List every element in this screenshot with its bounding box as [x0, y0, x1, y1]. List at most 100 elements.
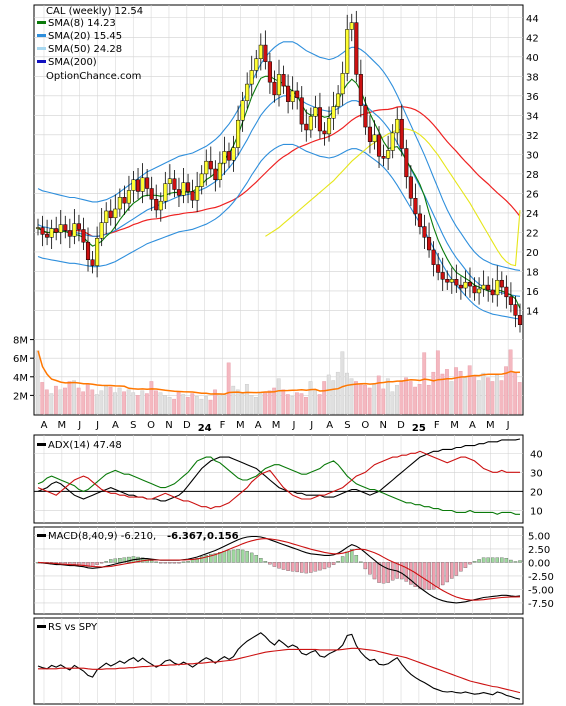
macd-histogram-bar: [313, 562, 318, 572]
volume-bar: [140, 390, 145, 415]
candle-body: [422, 226, 427, 238]
candle-body: [299, 97, 304, 125]
volume-bar: [94, 394, 99, 415]
volume-bar: [144, 393, 149, 415]
chart-title: CAL (weekly) 12.54: [46, 6, 143, 17]
candle-body: [467, 281, 473, 287]
candle-body: [199, 173, 204, 187]
macd-histogram-bar: [95, 562, 99, 565]
volume-tick-label: 2M: [13, 391, 28, 402]
candle-body: [440, 272, 445, 280]
macd-tick-label: 2.50: [528, 545, 550, 556]
volume-bar: [422, 352, 427, 415]
legend-sma8: SMA(8) 14.23: [48, 18, 116, 29]
candle-body: [290, 90, 295, 102]
watermark: OptionChance.com: [46, 71, 141, 82]
month-label: 24: [198, 423, 212, 434]
volume-bar: [190, 393, 195, 415]
candle-body: [331, 106, 336, 119]
volume-bar: [276, 378, 281, 415]
volume-bar: [40, 382, 45, 415]
legend-swatch-rs: [37, 625, 46, 628]
volume-bar: [308, 381, 313, 415]
candle-body: [131, 179, 136, 191]
macd-histogram-bar: [368, 562, 372, 575]
macd-histogram-bar: [477, 559, 481, 563]
volume-bar: [249, 395, 254, 415]
volume-tick-label: 4M: [13, 373, 28, 384]
macd-histogram-bar: [113, 558, 118, 563]
adx-tick-label: 30: [530, 468, 543, 479]
month-label: M: [236, 420, 245, 431]
candle-body: [477, 288, 482, 294]
volume-bar: [99, 390, 104, 415]
volume-bar: [395, 384, 399, 415]
macd-histogram-bar: [404, 562, 409, 582]
legend-sma50: SMA(50) 24.28: [48, 44, 122, 55]
macd-histogram-bar: [195, 558, 199, 563]
candle-body: [272, 81, 277, 96]
macd-histogram-bar: [259, 558, 263, 563]
macd-histogram-bar: [154, 561, 158, 563]
candle-body: [122, 197, 127, 204]
volume-bar: [58, 389, 63, 415]
month-label: A: [255, 420, 262, 431]
candle-body: [222, 151, 227, 164]
candle-body: [317, 107, 322, 132]
volume-bar: [495, 374, 499, 415]
macd-histogram-bar: [372, 562, 377, 580]
volume-bar: [85, 384, 90, 415]
volume-bar: [35, 350, 40, 415]
volume-bar: [472, 375, 477, 415]
macd-histogram-bar: [400, 562, 404, 580]
macd-histogram-bar: [486, 557, 490, 563]
macd-histogram-bar: [431, 562, 436, 590]
candle-body: [167, 178, 172, 184]
volume-bar: [204, 396, 208, 415]
candle-body: [172, 178, 177, 190]
candle-body: [458, 284, 463, 289]
candle-body: [236, 119, 241, 148]
macd-histogram-bar: [427, 562, 431, 590]
macd-histogram-bar: [504, 558, 509, 563]
price-tick-label: 30: [526, 150, 539, 161]
volume-bar: [240, 393, 245, 415]
candle-body: [463, 281, 468, 289]
volume-bar: [404, 377, 408, 415]
macd-histogram-bar: [304, 562, 309, 574]
macd-tick-label: -5.00: [528, 585, 554, 596]
macd-histogram-bar: [500, 557, 504, 563]
candle-body: [381, 156, 386, 159]
macd-histogram-bar: [295, 562, 299, 573]
volume-bar: [513, 371, 518, 415]
volume-bar: [445, 369, 449, 415]
macd-histogram-bar: [481, 557, 486, 563]
volume-bar: [76, 387, 81, 415]
candle-body: [404, 148, 409, 178]
rs-series-line: [38, 647, 521, 694]
adx-series-line: [37, 438, 521, 502]
volume-bar: [354, 381, 358, 415]
volume-bar: [254, 397, 258, 415]
candle-body: [140, 177, 145, 192]
macd-histogram-bar: [281, 562, 286, 570]
price-series: [35, 10, 523, 333]
candle-body: [267, 61, 272, 83]
adx-tick-label: 10: [530, 506, 543, 517]
candle-body: [213, 168, 218, 180]
candle-body: [454, 279, 459, 286]
candle-body: [386, 150, 391, 159]
candle-body: [104, 210, 109, 223]
macd-histogram-bar: [440, 562, 445, 586]
candle-body: [254, 58, 259, 71]
volume-bar: [376, 375, 381, 415]
macd-histogram-bar: [127, 556, 131, 563]
candle-body: [367, 126, 372, 142]
candle-body: [45, 234, 50, 238]
legend-swatch-sma200: [37, 60, 46, 63]
candle-body: [217, 162, 222, 180]
volume-bar: [244, 384, 249, 415]
volume-bar: [331, 380, 336, 415]
volume-bar: [381, 388, 386, 415]
macd-histogram-bar: [363, 562, 368, 570]
